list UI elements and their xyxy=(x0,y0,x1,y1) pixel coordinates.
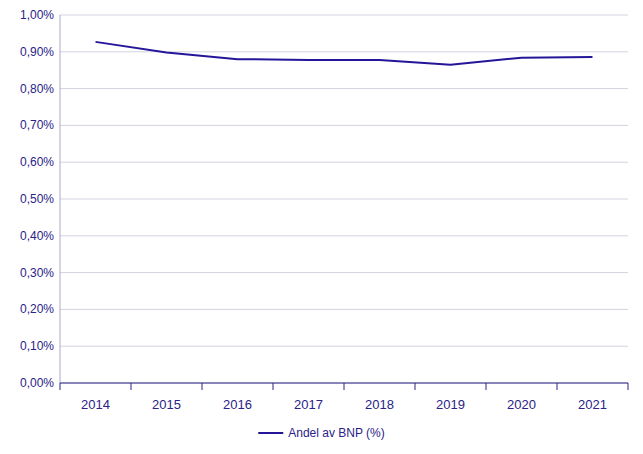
grid-line xyxy=(60,199,628,200)
y-tick-label: 0,40% xyxy=(20,229,54,243)
y-tick-label: 0,20% xyxy=(20,302,54,316)
y-tick-label: 0,30% xyxy=(20,266,54,280)
x-tick-mark xyxy=(273,383,274,390)
x-tick-mark xyxy=(131,383,132,390)
x-tick-mark xyxy=(415,383,416,390)
y-tick-label: 0,00% xyxy=(20,376,54,390)
x-tick-label: 2019 xyxy=(436,397,465,412)
grid-line xyxy=(60,272,628,273)
x-tick-mark xyxy=(628,383,629,390)
grid-line xyxy=(60,125,628,126)
grid-line xyxy=(60,235,628,236)
chart-container: 0,00% 0,10% 0,20% 0,30% 0,40% 0,50% 0,60% 0,70%… xyxy=(0,0,643,454)
x-tick-mark xyxy=(557,383,558,390)
legend-label: Andel av BNP (%) xyxy=(288,426,385,440)
chart-svg: 0,00% 0,10% 0,20% 0,30% 0,40% 0,50% 0,60% 0,70%… xyxy=(0,0,643,454)
series-line xyxy=(96,42,593,65)
x-tick-mark xyxy=(486,383,487,390)
plot-area xyxy=(96,42,593,65)
y-tick-label: 1,00% xyxy=(20,8,54,22)
legend-swatch xyxy=(258,432,283,434)
x-tick-mark xyxy=(202,383,203,390)
y-tick-label: 0,80% xyxy=(20,82,54,96)
grid-line xyxy=(60,346,628,347)
y-tick-label: 0,10% xyxy=(20,339,54,353)
legend-entry: Andel av BNP (%) xyxy=(258,426,385,440)
x-tick-label: 2021 xyxy=(578,397,607,412)
x-tick-label: 2014 xyxy=(81,397,110,412)
y-axis-line xyxy=(60,15,61,383)
x-tick-label: 2020 xyxy=(507,397,536,412)
grid-line xyxy=(60,51,628,52)
grid-line xyxy=(60,309,628,310)
grid-line xyxy=(60,15,628,16)
y-tick-label: 0,60% xyxy=(20,155,54,169)
x-tick-label: 2018 xyxy=(365,397,394,412)
x-tick-label: 2015 xyxy=(152,397,181,412)
y-tick-label: 0,70% xyxy=(20,118,54,132)
x-tick-label: 2016 xyxy=(223,397,252,412)
x-tick-mark xyxy=(60,383,61,390)
x-tick-label: 2017 xyxy=(294,397,323,412)
y-tick-label: 0,50% xyxy=(20,192,54,206)
grid-line xyxy=(60,88,628,89)
y-tick-label: 0,90% xyxy=(20,45,54,59)
grid-line xyxy=(60,162,628,163)
x-tick-mark xyxy=(344,383,345,390)
